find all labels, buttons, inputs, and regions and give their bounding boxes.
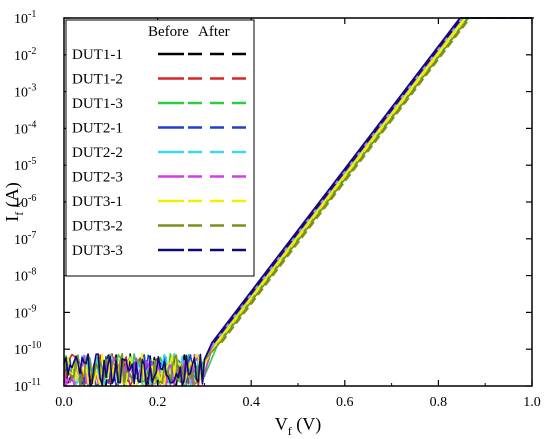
y-tick-label: 10-7 (14, 230, 36, 248)
series-line-after (217, 17, 534, 344)
y-tick-base: 10 (14, 233, 28, 248)
y-tick-exp: -2 (28, 46, 36, 57)
series-line-after (221, 17, 534, 344)
y-tick-exp: -11 (28, 377, 41, 388)
y-axis-label-sub: f (12, 212, 26, 216)
series-line-after (215, 17, 534, 344)
series-line-after (214, 17, 534, 344)
x-axis-label: Vf (V) (275, 414, 322, 438)
y-tick-base: 10 (14, 196, 28, 211)
y-tick-label: 10-9 (14, 303, 36, 321)
y-tick-label: 10-3 (14, 83, 36, 101)
legend-header-before: Before (148, 24, 189, 40)
x-tick-label: 0.6 (336, 395, 354, 410)
y-axis-label: If (A) (2, 182, 26, 222)
y-tick-label: 10-11 (14, 377, 41, 395)
x-tick-label: 0.8 (430, 395, 448, 410)
y-tick-label: 10-4 (14, 119, 36, 137)
y-tick-label: 10-6 (14, 193, 36, 211)
y-tick-base: 10 (14, 49, 28, 64)
legend-label: DUT2-1 (72, 121, 123, 137)
y-tick-base: 10 (14, 12, 28, 27)
y-tick-base: 10 (14, 122, 28, 137)
x-tick-label: 1.0 (523, 395, 541, 410)
legend-box (65, 19, 255, 277)
x-axis-label-sub: f (288, 424, 292, 438)
x-tick-label: 0.0 (55, 395, 73, 410)
y-tick-exp: -3 (28, 83, 36, 94)
y-tick-label: 10-8 (14, 267, 36, 285)
series-line-after (214, 17, 534, 344)
series-line-after (213, 17, 534, 344)
legend-label: DUT3-2 (72, 219, 123, 235)
y-tick-exp: -10 (28, 340, 41, 351)
legend-header-after: After (198, 24, 230, 40)
x-tick-label: 0.2 (149, 395, 167, 410)
y-tick-label: 10-5 (14, 156, 36, 174)
legend-label: DUT1-2 (72, 72, 123, 88)
y-axis-label-main: I (2, 216, 22, 222)
y-tick-exp: -8 (28, 267, 36, 278)
x-axis-label-unit: (V) (292, 414, 322, 435)
y-tick-exp: -7 (28, 230, 36, 241)
y-tick-label: 10-10 (14, 340, 41, 358)
legend-label: DUT2-3 (72, 170, 123, 186)
y-tick-exp: -5 (28, 156, 36, 167)
legend-label: DUT2-2 (72, 145, 123, 161)
y-tick-exp: -6 (28, 193, 36, 204)
y-tick-label: 10-2 (14, 46, 36, 64)
legend-label: DUT3-3 (72, 243, 123, 259)
y-axis-label-unit: (A) (2, 182, 23, 212)
legend: Before After DUT1-1 DUT1-2 DUT1-3 DUT2-1 DUT2-… (65, 19, 255, 277)
y-tick-base: 10 (14, 159, 28, 174)
y-tick-exp: -9 (28, 303, 36, 314)
y-tick-base: 10 (14, 270, 28, 285)
series-line-after (214, 17, 534, 344)
y-tick-base: 10 (14, 380, 28, 395)
y-tick-base: 10 (14, 306, 28, 321)
legend-label: DUT1-3 (72, 96, 123, 112)
ticks-layer: 0.0 0.2 0.4 0.6 0.8 1.010-1110-1010-910-810-7… (14, 9, 541, 410)
y-tick-base: 10 (14, 343, 28, 358)
series-line (63, 17, 532, 387)
x-axis-label-main: V (275, 414, 288, 434)
series-line (63, 17, 532, 387)
y-tick-exp: -4 (28, 119, 36, 130)
series-line-after (215, 17, 534, 344)
legend-label: DUT3-1 (72, 194, 123, 210)
y-tick-base: 10 (14, 86, 28, 101)
y-tick-exp: -1 (28, 9, 36, 20)
series-line-after (219, 17, 534, 344)
y-tick-label: 10-1 (14, 9, 36, 27)
x-tick-label: 0.4 (242, 395, 260, 410)
legend-label: DUT1-1 (72, 47, 123, 63)
